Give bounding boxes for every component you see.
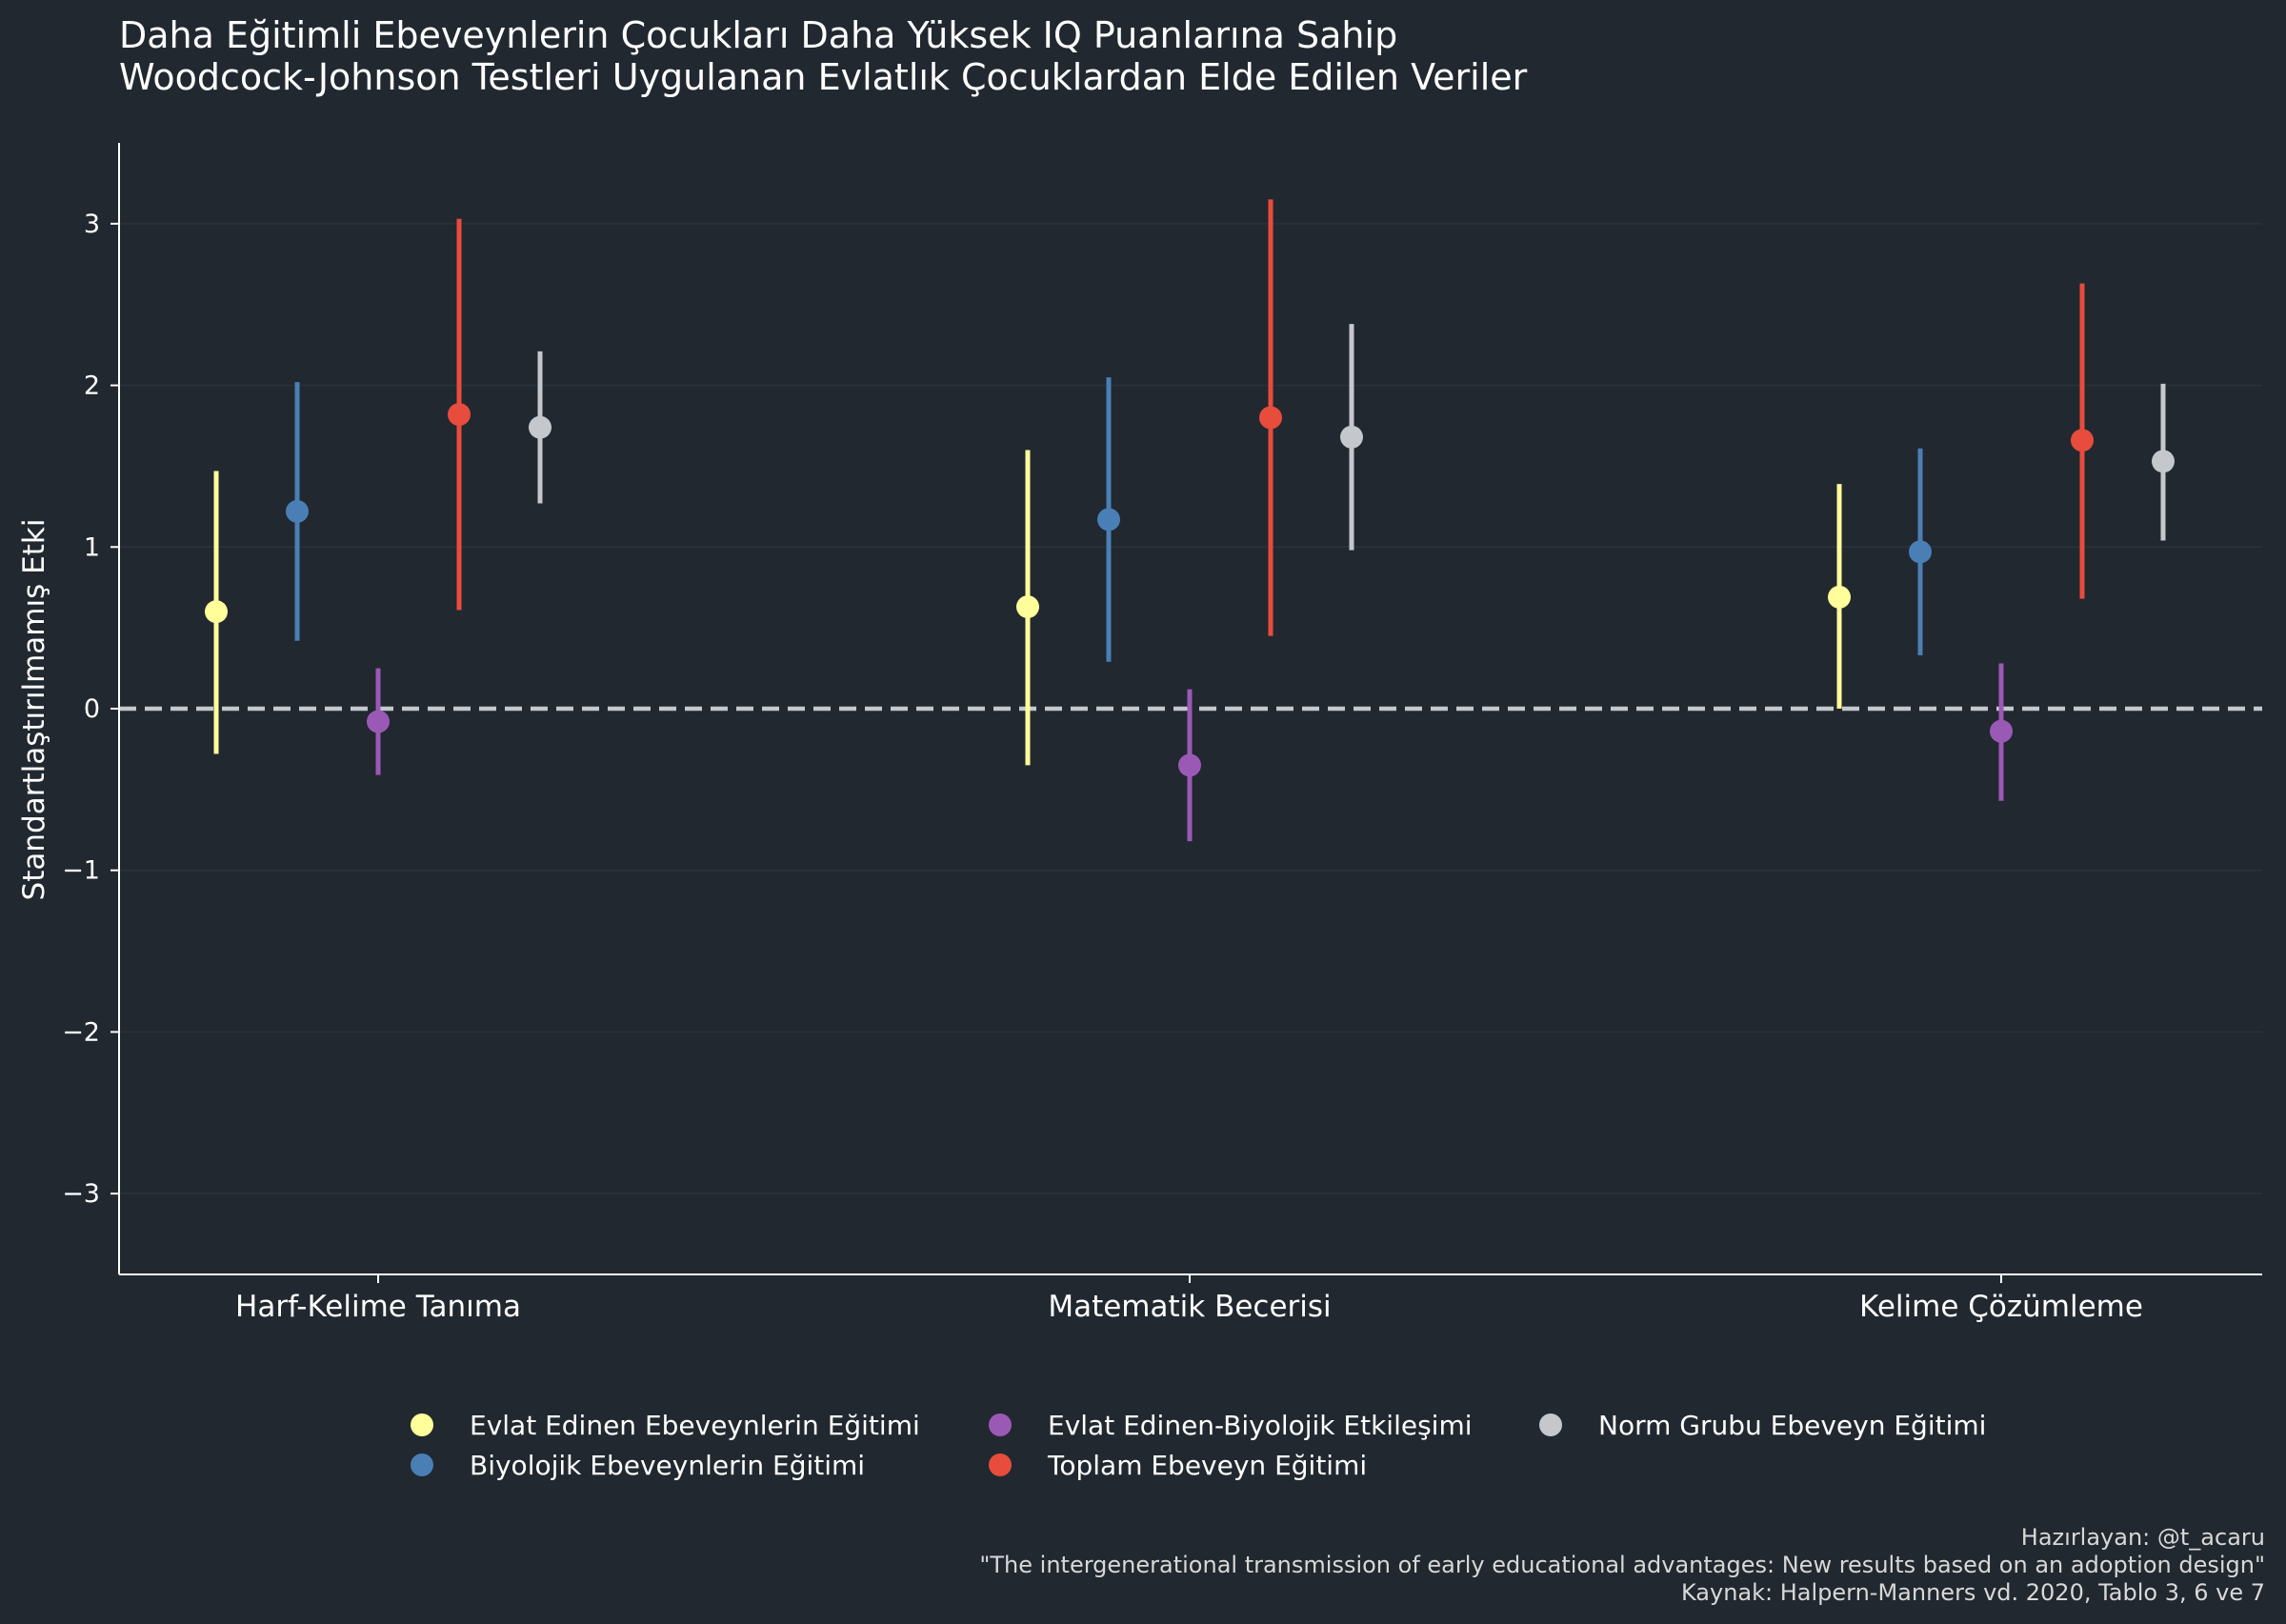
y-tick-label: 3 — [84, 210, 100, 239]
credit-paper-title: "The intergenerational transmission of e… — [979, 1552, 2265, 1578]
data-point — [448, 403, 471, 427]
y-axis-ticks: −3 −2 −1 0 1 2 3 — [62, 210, 119, 1209]
legend-marker — [411, 1454, 433, 1476]
legend-label: Evlat Edinen Ebeveynlerin Eğitimi — [470, 1410, 920, 1441]
y-tick-label: 0 — [84, 694, 100, 724]
credit-source: Kaynak: Halpern-Manners vd. 2020, Tablo … — [1681, 1579, 2265, 1606]
legend-label: Biyolojik Ebeveynlerin Eğitimi — [470, 1450, 865, 1481]
series-1 — [205, 450, 1851, 766]
data-point — [2071, 429, 2094, 452]
legend-label: Norm Grubu Ebeveyn Eğitimi — [1598, 1410, 1986, 1441]
data-point — [205, 600, 228, 624]
data-point — [2152, 450, 2175, 473]
legend: Evlat Edinen Ebeveynlerin Eğitimi Biyoloj… — [411, 1410, 1986, 1481]
y-axis-title: Standartlaştırılmamış Etki — [17, 519, 51, 901]
data-point — [286, 499, 309, 523]
legend-item: Biyolojik Ebeveynlerin Eğitimi — [411, 1450, 865, 1481]
grid-lines — [119, 223, 2262, 1194]
data-point — [1097, 508, 1120, 531]
y-tick-label: 2 — [84, 371, 100, 401]
data-series — [205, 199, 2175, 842]
series-3 — [367, 663, 2013, 842]
legend-marker — [411, 1413, 433, 1436]
data-point — [1016, 595, 1039, 619]
data-point — [1178, 753, 1201, 777]
y-tick-label: −1 — [62, 856, 100, 886]
series-5 — [529, 324, 2175, 551]
data-point — [1990, 719, 2013, 743]
x-tick-label: Kelime Çözümleme — [1859, 1290, 2143, 1324]
chart-title: Daha Eğitimli Ebeveynlerin Çocukları Dah… — [119, 14, 1528, 98]
series-4 — [448, 199, 2094, 636]
y-tick-label: 1 — [84, 532, 100, 562]
legend-label: Toplam Ebeveyn Eğitimi — [1047, 1450, 1367, 1481]
legend-item: Toplam Ebeveyn Eğitimi — [989, 1450, 1367, 1481]
legend-marker — [989, 1454, 1012, 1476]
credits: Hazırlayan: @t_acaru "The intergeneratio… — [979, 1524, 2265, 1606]
chart-title-line-1: Daha Eğitimli Ebeveynlerin Çocukları Dah… — [119, 14, 1397, 56]
series-2 — [286, 377, 1932, 662]
data-point — [1828, 585, 1851, 609]
data-point — [1340, 425, 1363, 449]
data-point — [367, 710, 390, 733]
legend-item: Evlat Edinen-Biyolojik Etkileşimi — [989, 1410, 1473, 1441]
data-point — [529, 415, 551, 439]
x-axis-ticks: Harf-Kelime Tanıma Matematik Becerisi Keli… — [235, 1274, 2143, 1324]
legend-item: Evlat Edinen Ebeveynlerin Eğitimi — [411, 1410, 920, 1441]
x-tick-label: Harf-Kelime Tanıma — [235, 1290, 521, 1324]
legend-marker — [1539, 1413, 1562, 1436]
legend-item: Norm Grubu Ebeveyn Eğitimi — [1539, 1410, 1986, 1441]
y-tick-label: −3 — [62, 1179, 100, 1209]
chart-title-line-2: Woodcock-Johnson Testleri Uygulanan Evla… — [119, 56, 1528, 98]
legend-label: Evlat Edinen-Biyolojik Etkileşimi — [1048, 1410, 1473, 1441]
legend-marker — [989, 1413, 1012, 1436]
y-tick-label: −2 — [62, 1017, 100, 1047]
data-point — [1259, 406, 1282, 430]
credit-author: Hazırlayan: @t_acaru — [2021, 1524, 2265, 1551]
data-point — [1909, 540, 1932, 564]
x-tick-label: Matematik Becerisi — [1048, 1290, 1331, 1324]
